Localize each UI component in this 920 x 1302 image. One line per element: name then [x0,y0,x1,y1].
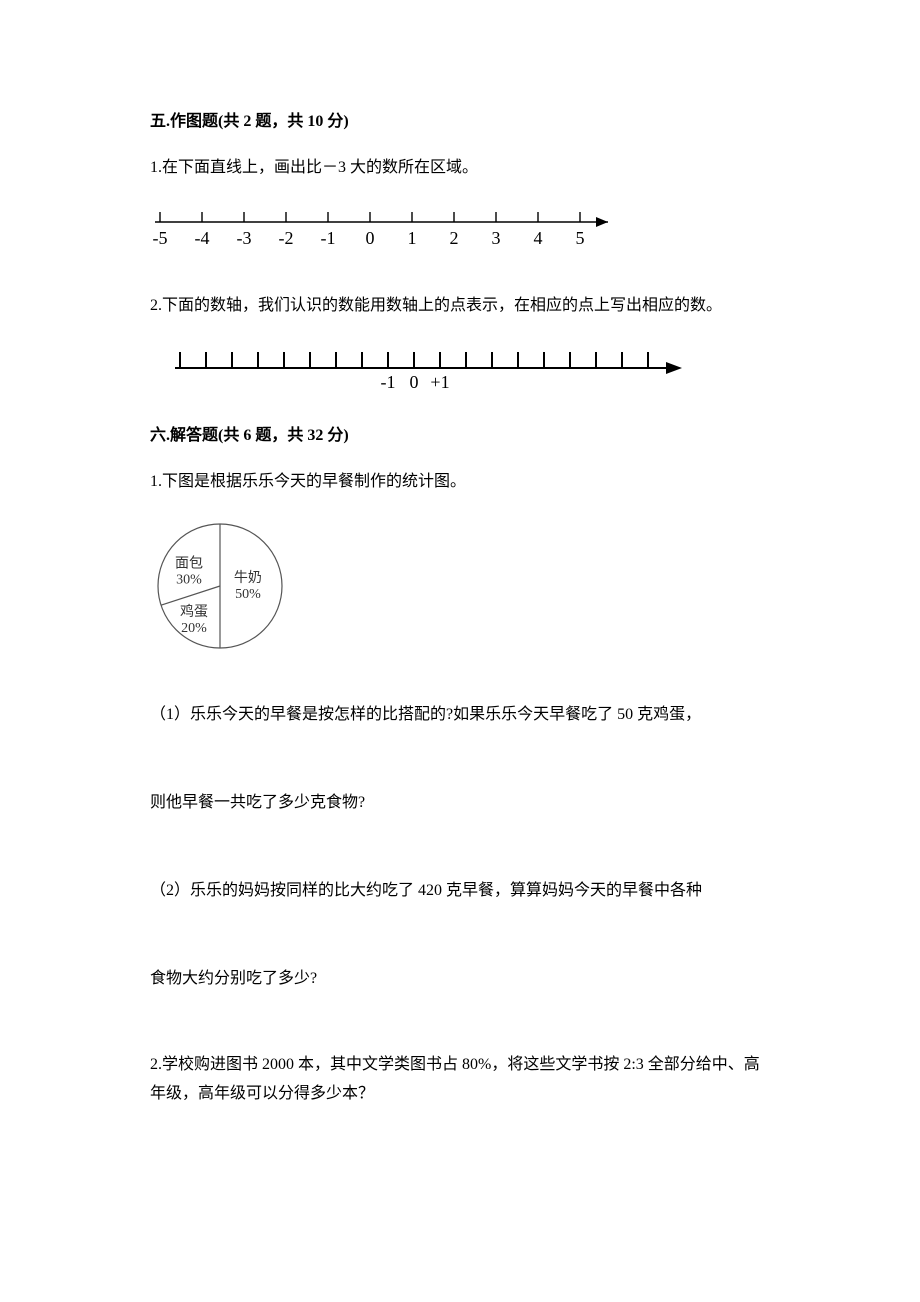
section-6-heading: 六.解答题(共 6 题，共 32 分) [150,424,770,448]
svg-text:-3: -3 [237,228,252,248]
svg-text:2: 2 [450,228,459,248]
pie-chart-svg: 牛奶50% 面包30% 鸡蛋20% [150,516,300,661]
svg-text:-5: -5 [153,228,168,248]
s6-q2-text: 2.学校购进图书 2000 本，其中文学类图书占 80%，将这些文学书按 2:3… [150,1051,770,1109]
svg-text:20%: 20% [181,621,207,636]
svg-text:1: 1 [408,228,417,248]
s6-q1-sub2-line1: （2）乐乐的妈妈按同样的比大约吃了 420 克早餐，算算妈妈今天的早餐中各种 [150,875,770,907]
svg-text:5: 5 [576,228,585,248]
svg-text:4: 4 [534,228,543,248]
svg-text:鸡蛋: 鸡蛋 [180,603,208,620]
svg-text:-1: -1 [321,228,336,248]
numberline-1-svg: -5 -4 -3 -2 -1 0 1 2 3 4 5 [150,202,650,262]
s5-q1-text: 1.在下面直线上，画出比－3 大的数所在区域。 [150,152,770,184]
s5-q2-text: 2.下面的数轴，我们认识的数能用数轴上的点表示，在相应的点上写出相应的数。 [150,290,770,322]
s6-q1-sub2-line2: 食物大约分别吃了多少? [150,963,770,995]
svg-text:-4: -4 [195,228,210,248]
svg-text:牛奶: 牛奶 [234,570,262,586]
svg-text:3: 3 [492,228,501,248]
section-5-heading: 五.作图题(共 2 题，共 10 分) [150,110,770,134]
svg-text:面包: 面包 [175,555,203,571]
numberline-2-svg: -1 0 +1 [150,340,710,396]
s6-q1-sub1-line1: （1）乐乐今天的早餐是按怎样的比搭配的?如果乐乐今天早餐吃了 50 克鸡蛋， [150,699,770,731]
svg-text:-2: -2 [279,228,294,248]
s6-q1-sub1-line2: 则他早餐一共吃了多少克食物? [150,787,770,819]
svg-text:0: 0 [366,228,375,248]
numberline-2-figure: -1 0 +1 [150,340,770,396]
pie-chart-figure: 牛奶50% 面包30% 鸡蛋20% [150,516,770,669]
svg-text:50%: 50% [235,587,261,602]
svg-text:30%: 30% [176,572,202,587]
s6-q1-intro: 1.下图是根据乐乐今天的早餐制作的统计图。 [150,466,770,498]
svg-text:-1: -1 [381,372,396,392]
numberline-1-figure: -5 -4 -3 -2 -1 0 1 2 3 4 5 [150,202,770,262]
svg-text:+1: +1 [430,372,449,392]
svg-text:0: 0 [410,372,419,392]
